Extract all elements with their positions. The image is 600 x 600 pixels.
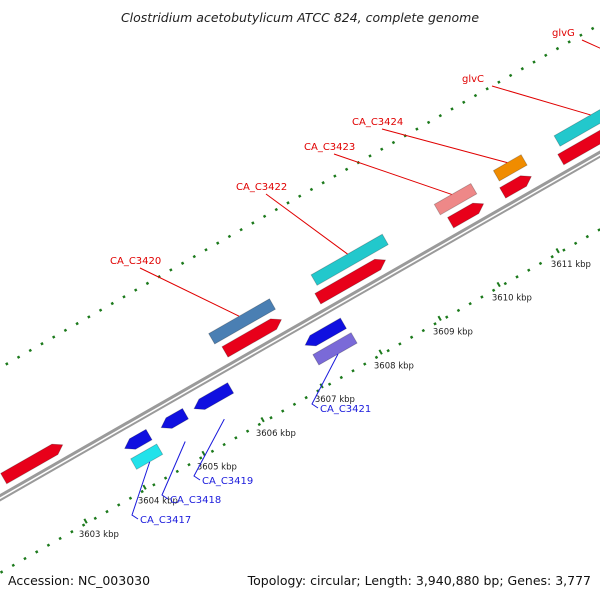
- cds-forward-arrow[interactable]: [0, 443, 64, 485]
- gene-label-reverse: CA_C3421: [320, 404, 371, 415]
- genome-title: Clostridium acetobutylicum ATCC 824, com…: [121, 10, 479, 25]
- tick-major: [260, 416, 265, 423]
- cds-reverse-arrow[interactable]: [160, 407, 189, 429]
- gene-ca-c3420[interactable]: [208, 298, 276, 345]
- tick-label: 3606 kbp: [256, 429, 296, 439]
- label-leader-forward: [381, 128, 508, 164]
- tick-label: 3605 kbp: [197, 463, 237, 473]
- backbone-line-upper: [0, 150, 600, 498]
- label-leader-reverse: [311, 353, 339, 409]
- backbone-line-lower: [0, 155, 600, 502]
- gene-label-forward: glvG: [552, 28, 575, 39]
- gene-label-reverse: CA_C3417: [140, 515, 191, 526]
- cds-forward-arrow[interactable]: [314, 258, 387, 305]
- tick-major: [378, 349, 383, 355]
- gene-label-forward: CA_C3420: [110, 256, 161, 267]
- label-leader-reverse: [131, 461, 151, 520]
- cds-forward-arrow[interactable]: [499, 175, 532, 199]
- gene-label-forward: CA_C3424: [352, 117, 403, 128]
- genome-summary-text: Topology: circular; Length: 3,940,880 bp…: [247, 573, 591, 588]
- gene-ca-c3417[interactable]: [130, 443, 164, 470]
- tick-label: 3604 kbp: [138, 496, 178, 506]
- cds-reverse-arrow[interactable]: [193, 382, 235, 410]
- gene-ca-c3422[interactable]: [310, 233, 389, 286]
- gene-glvc[interactable]: [553, 93, 600, 147]
- label-leader-forward: [491, 85, 591, 116]
- cds-reverse-arrow[interactable]: [124, 428, 153, 450]
- label-leader-forward: [581, 39, 600, 49]
- gene-label-forward: CA_C3423: [304, 142, 355, 153]
- gene-label-forward: glvC: [462, 74, 484, 85]
- accession-text: Accession: NC_003030: [8, 573, 151, 588]
- tick-label: 3603 kbp: [79, 530, 119, 540]
- label-leader-reverse: [193, 418, 225, 481]
- label-leader-forward: [139, 267, 240, 317]
- gene-ca-c3423[interactable]: [433, 182, 478, 216]
- tick-label: 3608 kbp: [374, 361, 414, 371]
- label-leader-forward: [333, 153, 452, 195]
- tick-major: [437, 315, 442, 321]
- tick-rail-reverse: [0, 227, 600, 575]
- gene-label-reverse: CA_C3418: [170, 495, 221, 506]
- label-leader-forward: [265, 193, 348, 255]
- tick-label: 3610 kbp: [492, 294, 532, 304]
- tick-major: [201, 450, 206, 457]
- tick-major: [496, 281, 501, 288]
- gene-label-reverse: CA_C3419: [202, 476, 253, 487]
- gene-label-forward: CA_C3422: [236, 182, 287, 193]
- label-leader-reverse: [161, 441, 186, 500]
- tick-label: 3611 kbp: [551, 260, 591, 270]
- tick-major: [83, 518, 88, 524]
- cds-forward-arrow[interactable]: [447, 202, 485, 229]
- tick-label: 3609 kbp: [433, 327, 473, 337]
- cds-forward-arrow[interactable]: [221, 318, 283, 358]
- tick-rail-forward: [0, 22, 600, 370]
- gene-ca-c3421[interactable]: [312, 332, 358, 366]
- cds-reverse-arrow[interactable]: [304, 317, 347, 347]
- cds-forward-arrow[interactable]: [557, 111, 600, 166]
- gene-ca-c3424[interactable]: [492, 154, 528, 182]
- tick-label: 3607 kbp: [315, 395, 355, 405]
- tick-major: [142, 484, 147, 490]
- tick-major: [555, 248, 560, 254]
